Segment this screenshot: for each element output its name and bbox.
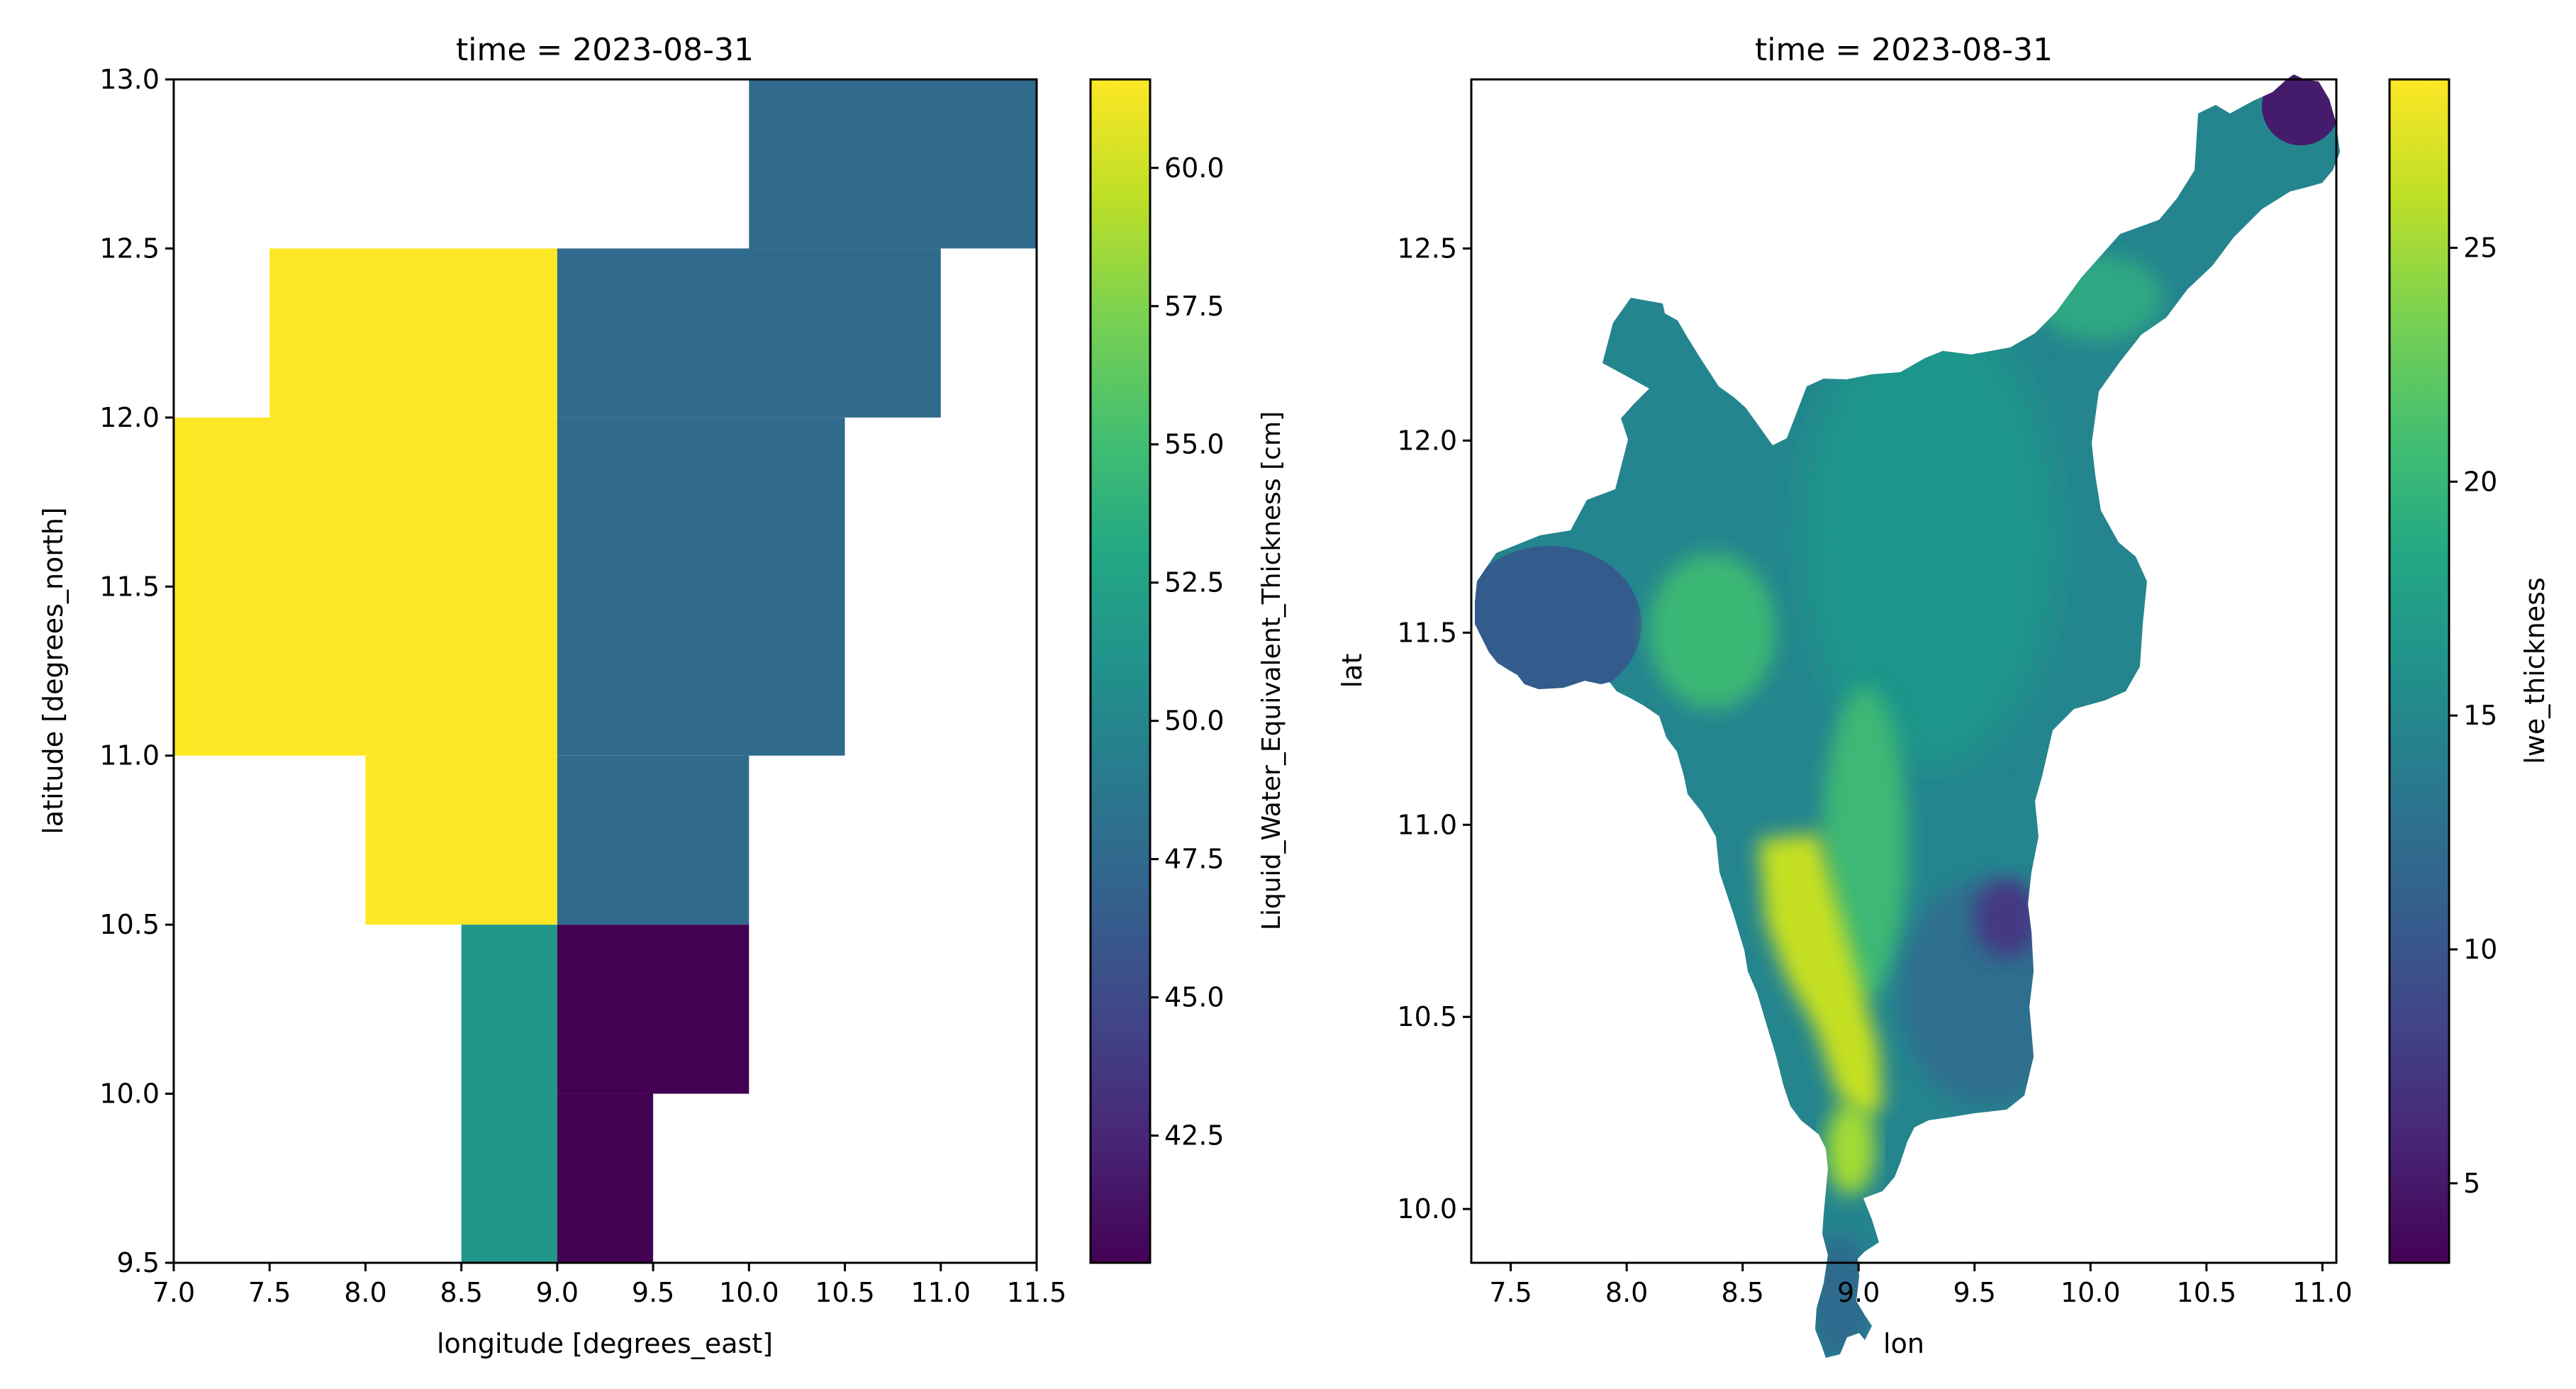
heatmap-cell bbox=[557, 1093, 654, 1263]
right-plot: time = 2023-08-31 7.5 8.0 8.5 9.0 9.5 10.0 10.… bbox=[1337, 32, 2550, 1359]
colorbar-tick-label: 20 bbox=[2463, 466, 2497, 497]
west-lobe bbox=[1475, 546, 1641, 702]
y-tick-label: 11.5 bbox=[99, 571, 160, 602]
y-tick-label: 11.0 bbox=[99, 740, 160, 771]
x-tick-label: 8.5 bbox=[1721, 1277, 1763, 1308]
x-tick-label: 7.0 bbox=[152, 1277, 195, 1308]
left-colorbar-ticks: 42.5 45.0 47.5 50.0 52.5 55.0 57.5 60.0 bbox=[1150, 152, 1225, 1151]
colorbar-tick-label: 45.0 bbox=[1164, 982, 1225, 1013]
heatmap-cell bbox=[174, 417, 557, 756]
left-title: time = 2023-08-31 bbox=[456, 32, 754, 68]
left-colorbar-label: Liquid_Water_Equivalent_Thickness [cm] bbox=[1257, 411, 1286, 930]
north-arm-patch bbox=[2035, 255, 2163, 340]
left-axes-frame bbox=[172, 78, 1038, 1264]
x-tick-label: 11.5 bbox=[1007, 1277, 1067, 1308]
right-colorbar-label: lwe_thickness bbox=[2519, 577, 2550, 764]
heatmap-cell bbox=[269, 248, 557, 418]
heatmap-cell bbox=[557, 248, 941, 418]
right-x-ticks: 7.5 8.0 8.5 9.0 9.5 10.0 10.5 11.0 bbox=[1489, 1263, 2353, 1308]
left-x-ticks: 7.0 7.5 8.0 8.5 9.0 9.5 10.0 10.5 11.0 11.5 bbox=[152, 1263, 1067, 1308]
x-tick-label: 9.5 bbox=[632, 1277, 674, 1308]
x-tick-label: 8.0 bbox=[344, 1277, 386, 1308]
x-tick-label: 10.5 bbox=[815, 1277, 875, 1308]
x-tick-label: 9.0 bbox=[536, 1277, 579, 1308]
heatmap-cell bbox=[461, 925, 557, 1263]
y-tick-label: 11.5 bbox=[1397, 617, 1457, 648]
x-tick-label: 10.0 bbox=[2061, 1277, 2121, 1308]
x-tick-label: 8.5 bbox=[440, 1277, 482, 1308]
heatmap-cell bbox=[365, 755, 557, 925]
left-x-axis-label: longitude [degrees_east] bbox=[437, 1328, 773, 1359]
colorbar-tick-label: 52.5 bbox=[1164, 567, 1225, 598]
y-tick-label: 10.5 bbox=[99, 909, 160, 940]
colorbar-tick-label: 47.5 bbox=[1164, 844, 1225, 875]
y-tick-label: 13.0 bbox=[99, 64, 160, 95]
right-y-ticks: 10.0 10.5 11.0 11.5 12.0 12.5 bbox=[1397, 233, 1471, 1225]
right-title: time = 2023-08-31 bbox=[1755, 32, 2053, 68]
y-tick-label: 11.0 bbox=[1397, 809, 1457, 840]
y-tick-label: 10.0 bbox=[99, 1078, 160, 1110]
x-tick-label: 8.0 bbox=[1605, 1277, 1648, 1308]
x-tick-label: 10.5 bbox=[2177, 1277, 2237, 1308]
x-tick-label: 11.0 bbox=[910, 1277, 971, 1308]
left-heatmap bbox=[174, 79, 1037, 1263]
colorbar-tick-label: 42.5 bbox=[1164, 1120, 1225, 1151]
y-tick-label: 12.0 bbox=[1397, 425, 1457, 456]
y-tick-label: 12.5 bbox=[1397, 233, 1457, 264]
right-basin-map bbox=[1475, 74, 2340, 1358]
colorbar-tick-label: 10 bbox=[2463, 934, 2497, 965]
x-tick-label: 7.5 bbox=[1489, 1277, 1532, 1308]
heatmap-cell bbox=[557, 417, 845, 756]
colorbar-tick-label: 50.0 bbox=[1164, 705, 1225, 737]
west-green-area bbox=[1649, 553, 1776, 709]
left-y-ticks: 9.5 10.0 10.5 11.0 11.5 12.0 12.5 13.0 bbox=[99, 64, 174, 1278]
y-tick-label: 9.5 bbox=[117, 1247, 160, 1278]
southwest-yellow-band bbox=[1758, 833, 1883, 1120]
right-colorbar bbox=[2388, 78, 2450, 1264]
central-east-plume bbox=[1801, 312, 2056, 766]
right-colorbar-ticks: 5 10 15 20 25 bbox=[2449, 232, 2497, 1199]
x-tick-label: 9.0 bbox=[1837, 1277, 1880, 1308]
northeast-tip bbox=[2262, 74, 2340, 145]
y-tick-label: 10.0 bbox=[1397, 1193, 1457, 1225]
y-tick-label: 12.0 bbox=[99, 402, 160, 433]
left-plot: time = 2023-08-31 7.0 7.5 8.0 8.5 9.0 9.5 10.0… bbox=[38, 32, 1286, 1359]
right-x-axis-label: lon bbox=[1883, 1328, 1924, 1359]
x-tick-label: 11.0 bbox=[2292, 1277, 2353, 1308]
colorbar-tick-label: 60.0 bbox=[1164, 152, 1225, 184]
colorbar-tick-label: 55.0 bbox=[1164, 429, 1225, 460]
right-y-axis-label: lat bbox=[1337, 654, 1368, 688]
x-tick-label: 7.5 bbox=[248, 1277, 291, 1308]
heatmap-cell bbox=[557, 755, 749, 925]
colorbar-tick-label: 5 bbox=[2463, 1168, 2480, 1199]
left-colorbar bbox=[1089, 78, 1152, 1264]
south-tail-yellow bbox=[1826, 1103, 1875, 1195]
x-tick-label: 9.5 bbox=[1953, 1277, 1996, 1308]
heatmap-cell bbox=[557, 925, 749, 1094]
heatmap-cell bbox=[749, 79, 1037, 249]
colorbar-tick-label: 15 bbox=[2463, 700, 2497, 731]
east-purple-spot bbox=[1975, 879, 2039, 957]
y-tick-label: 10.5 bbox=[1397, 1001, 1457, 1032]
left-y-axis-label: latitude [degrees_north] bbox=[38, 507, 69, 834]
y-tick-label: 12.5 bbox=[99, 233, 160, 264]
right-axes-frame bbox=[1470, 78, 2338, 1264]
colorbar-tick-label: 57.5 bbox=[1164, 291, 1225, 322]
central-ridge bbox=[1822, 688, 1907, 1000]
colorbar-tick-label: 25 bbox=[2463, 232, 2497, 263]
x-tick-label: 10.0 bbox=[719, 1277, 779, 1308]
